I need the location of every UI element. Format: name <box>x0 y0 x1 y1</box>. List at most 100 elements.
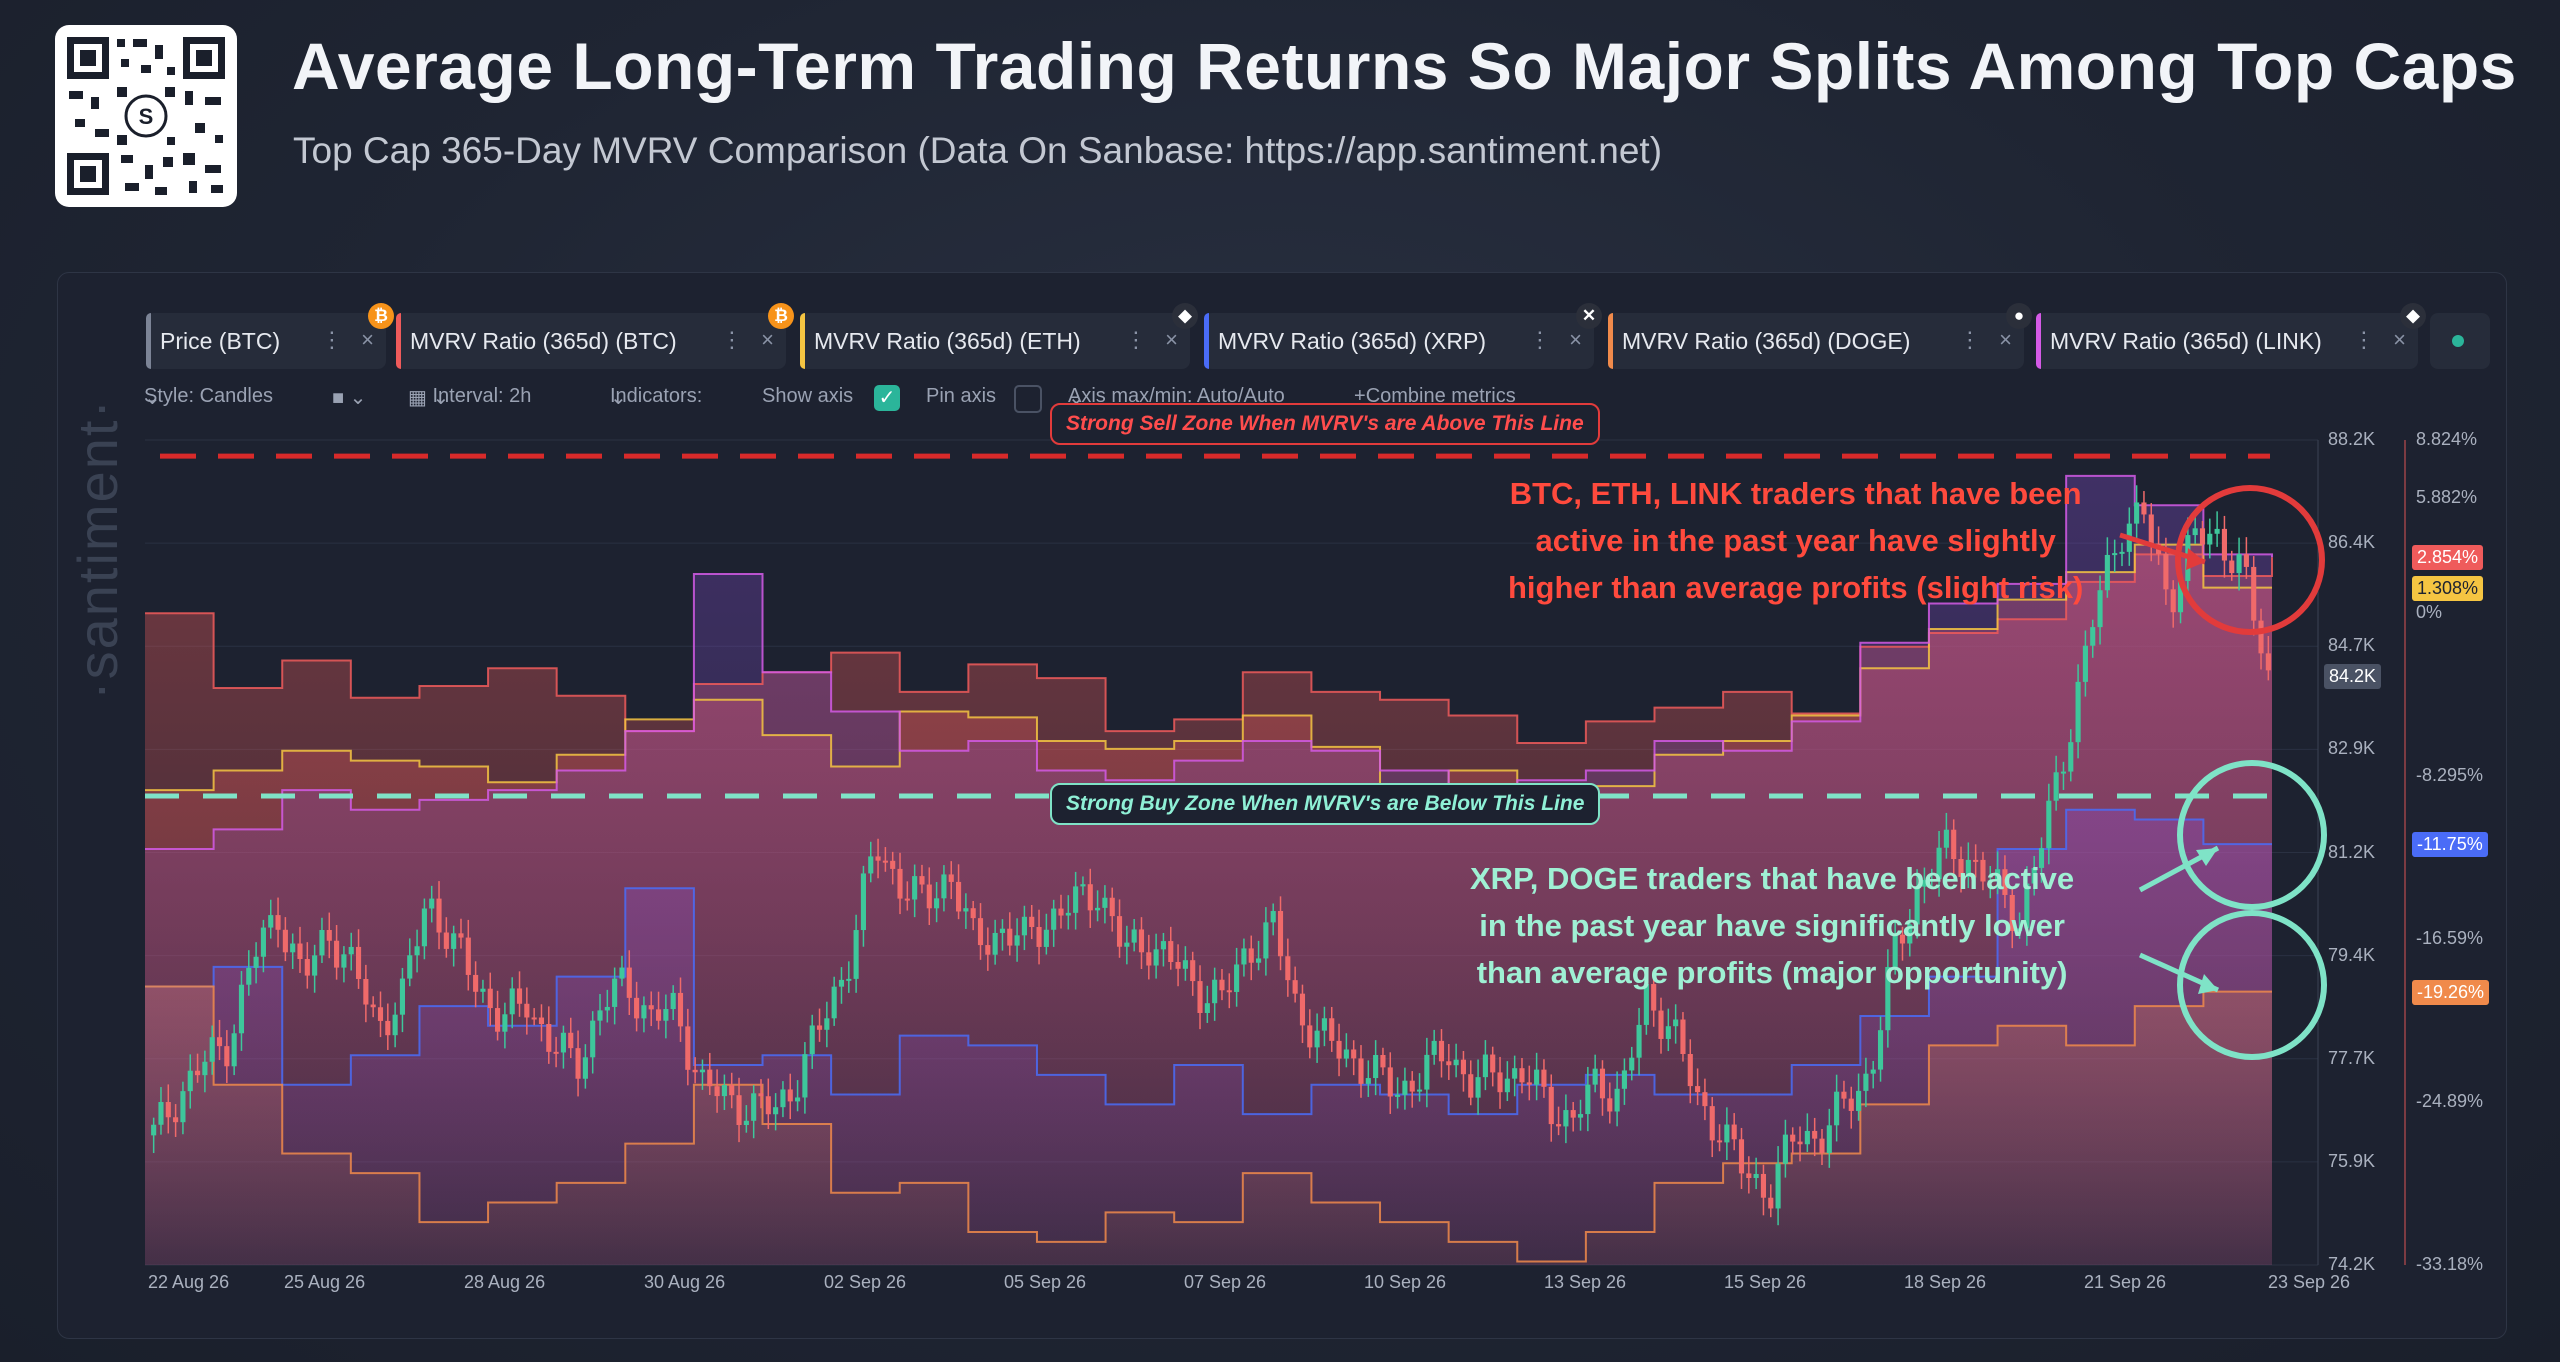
candle-body <box>1760 1173 1767 1198</box>
style-select[interactable]: Style: Candles ⌄ <box>144 385 273 409</box>
candle-body <box>1987 880 1993 883</box>
chip-mvrv-link[interactable]: MVRV Ratio (365d) (LINK) ⋮ × ◆ <box>2036 303 2426 369</box>
chip-controls[interactable]: ⋮ × <box>1958 327 2012 352</box>
candle-body <box>392 1014 398 1036</box>
candle-body <box>1387 1067 1393 1097</box>
x-tick-label: 18 Sep 26 <box>1904 1272 1987 1292</box>
page-subtitle: Top Cap 365-Day MVRV Comparison (Data On… <box>293 130 1663 171</box>
candle-body <box>590 1020 596 1058</box>
candle-body <box>2265 653 2271 671</box>
mvrv-tick-label: 0% <box>2416 602 2443 623</box>
candle-body <box>597 1010 603 1021</box>
candle-body <box>1124 942 1130 947</box>
combine-metrics-button[interactable]: + Combine metrics <box>1354 385 1516 407</box>
candle-body <box>1431 1040 1437 1055</box>
candle-body <box>509 988 515 1015</box>
qr-code: S <box>55 25 237 207</box>
candle-body <box>2236 554 2242 574</box>
candle-body <box>2170 589 2176 613</box>
candle-body <box>1731 1124 1737 1140</box>
candle-body <box>1080 884 1086 887</box>
price-tick-label: 86.4K <box>2328 532 2376 553</box>
chip-price-btc[interactable]: Price (BTC) ⋮ × ₿ <box>146 303 394 369</box>
candle-body <box>334 940 340 968</box>
axis-minmax-label: Axis max/min: Auto/Auto <box>1068 385 1285 407</box>
candle-body <box>173 1117 179 1123</box>
candle-body <box>619 967 625 979</box>
candle-body <box>151 1124 157 1136</box>
page-title: Average Long-Term Trading Returns So Maj… <box>292 29 2517 103</box>
chip-controls[interactable]: ⋮ × <box>320 327 374 352</box>
candle-body <box>2112 553 2118 556</box>
chip-controls[interactable]: ⋮ × <box>720 327 774 352</box>
candle-body <box>1131 929 1137 943</box>
candle-body <box>765 1096 771 1115</box>
candle-body <box>1738 1139 1745 1174</box>
color-select[interactable]: ■ ⌄ <box>332 387 367 409</box>
mvrv-tick-label: 5.882% <box>2416 486 2478 507</box>
chip-mvrv-eth[interactable]: MVRV Ratio (365d) (ETH) ⋮ × ◆ <box>800 303 1198 369</box>
candle-body <box>897 868 903 899</box>
mvrv-end-label: 1.308% <box>2412 575 2484 601</box>
candle-body <box>670 992 676 1010</box>
pin-axis-checkbox[interactable] <box>1014 385 1042 413</box>
candle-body <box>363 979 369 1005</box>
bitcoin-icon: ₿ <box>768 303 794 329</box>
price-tick-label: 79.4K <box>2328 944 2376 965</box>
candle-body <box>560 1032 566 1053</box>
candle-body <box>1321 1018 1327 1031</box>
mvrv-tick-label: -16.59% <box>2416 928 2484 949</box>
candle-body <box>677 992 684 1027</box>
chip-controls[interactable]: ⋮ × <box>1528 327 1582 352</box>
candle-body <box>2119 551 2125 554</box>
candle-body <box>341 954 347 968</box>
chip-mvrv-xrp[interactable]: MVRV Ratio (365d) (XRP) ⋮ × ✕ <box>1204 303 1602 369</box>
candle-body <box>429 898 435 909</box>
candle-body <box>304 959 310 976</box>
chip-color-bar <box>396 313 401 369</box>
candle-body <box>1475 1077 1481 1098</box>
chip-mvrv-doge[interactable]: MVRV Ratio (365d) (DOGE) ⋮ × ● <box>1608 303 2032 369</box>
candle-body <box>1029 916 1035 927</box>
candle-body <box>473 974 479 992</box>
chip-controls[interactable]: ⋮ × <box>2352 327 2406 352</box>
candle-body <box>612 978 618 1007</box>
x-tick-label: 15 Sep 26 <box>1724 1272 1807 1292</box>
candle-body <box>268 915 274 928</box>
candle-body <box>2199 528 2206 545</box>
candle-body <box>860 873 866 931</box>
series-area <box>145 986 2272 1265</box>
interval-select[interactable]: ▦ Interval: 2h ⌄ <box>408 385 532 409</box>
candle-body <box>443 932 449 949</box>
chip-color-bar <box>800 313 805 369</box>
chip-label: MVRV Ratio (365d) (XRP) <box>1218 327 1486 354</box>
candle-body <box>538 1017 545 1025</box>
candle-body <box>546 1024 552 1052</box>
add-metric-button[interactable] <box>2430 313 2490 369</box>
chainlink-icon: ◆ <box>2400 303 2426 329</box>
indicators-label: Indicators: <box>610 385 703 407</box>
candle-body <box>1168 941 1174 962</box>
candle-body <box>2031 867 2037 884</box>
candle-body <box>2053 772 2059 801</box>
price-tick-label: 81.2K <box>2328 841 2376 862</box>
chip-controls[interactable]: ⋮ × <box>1124 327 1178 352</box>
candle-body <box>751 1093 757 1121</box>
candle-body <box>641 1005 647 1019</box>
highlight-circles <box>2175 485 2327 1060</box>
candle-body <box>1036 926 1042 947</box>
candle-body <box>1409 1080 1415 1092</box>
show-axis-checkbox[interactable]: ✓ <box>874 385 900 411</box>
candle-body <box>1995 869 2001 881</box>
price-tick-label: 74.2K <box>2328 1254 2376 1274</box>
candle-body <box>1014 935 1020 946</box>
chip-color-bar <box>2036 313 2041 369</box>
indicators-select[interactable]: Indicators: ⌄ <box>610 385 703 409</box>
candle-body <box>1577 1114 1584 1118</box>
candle-body <box>1929 879 1935 882</box>
chip-mvrv-btc[interactable]: MVRV Ratio (365d) (BTC) ⋮ × ₿ <box>396 303 794 369</box>
candle-body <box>685 1026 691 1070</box>
candle-body <box>1680 1019 1686 1055</box>
price-tick-label: 75.9K <box>2328 1150 2376 1171</box>
candle-body <box>1841 1091 1847 1099</box>
